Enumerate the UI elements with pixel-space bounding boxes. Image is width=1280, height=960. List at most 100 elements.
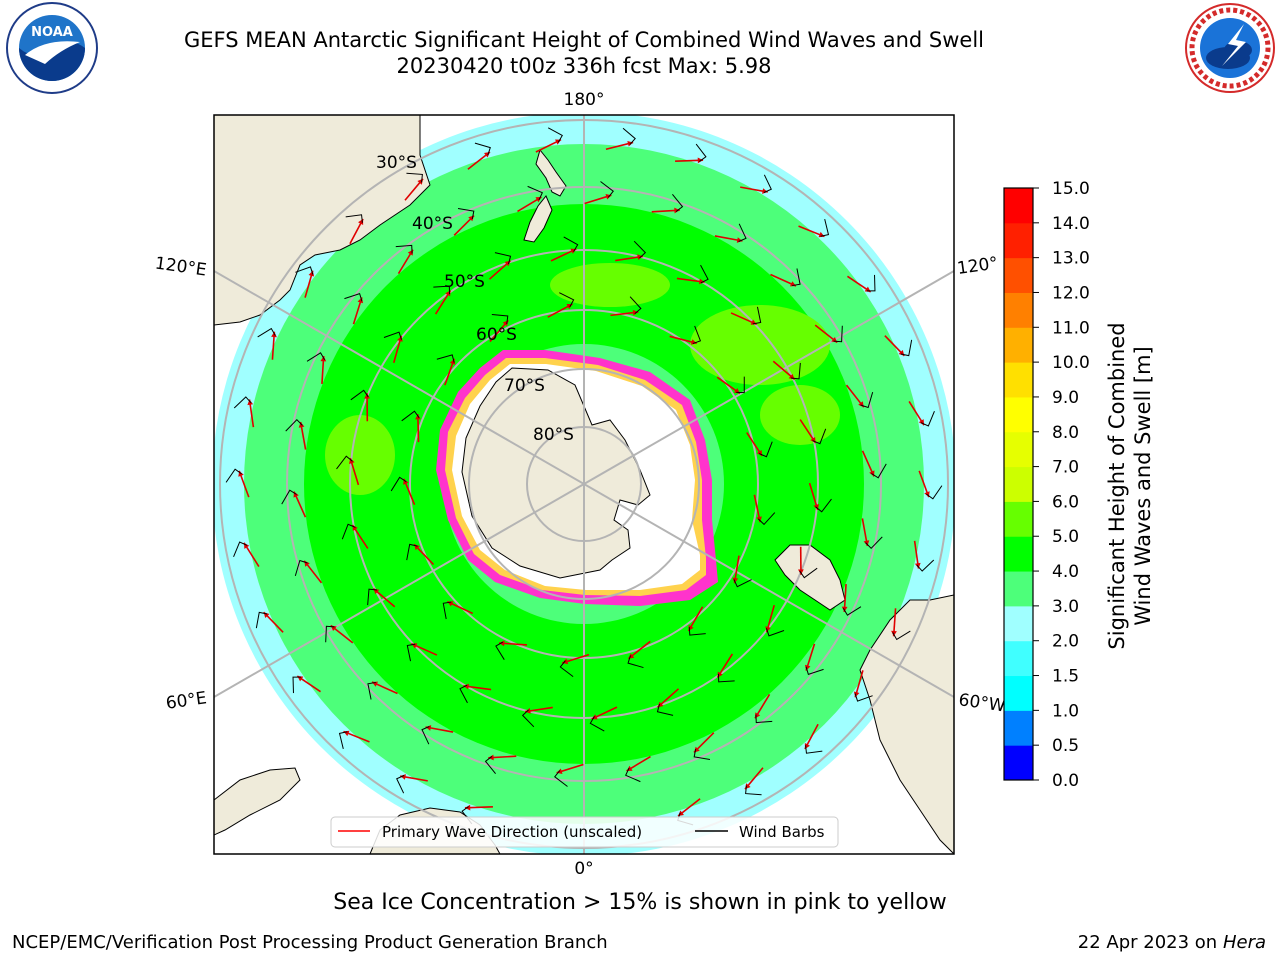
wind-barb bbox=[436, 354, 455, 363]
wind-barb bbox=[700, 264, 709, 284]
wind-barb bbox=[421, 726, 430, 745]
wind-barb bbox=[736, 376, 745, 394]
wind-barb bbox=[433, 285, 451, 295]
wind-barb bbox=[805, 745, 823, 754]
wind-barb bbox=[805, 666, 824, 676]
wind-barb bbox=[766, 628, 785, 637]
wind-barb bbox=[693, 748, 711, 760]
wind-barb bbox=[295, 266, 314, 275]
noaa-logo: NOAA bbox=[6, 2, 98, 94]
colorbar-tick-label: 0.0 bbox=[1052, 771, 1079, 791]
colorbar-bin bbox=[1004, 501, 1033, 537]
wave-arrow-head bbox=[736, 237, 743, 243]
lon-label-0: 0° bbox=[574, 859, 593, 879]
wave-arrow-head bbox=[853, 691, 860, 698]
wind-barb bbox=[396, 775, 405, 794]
wind-barb bbox=[233, 541, 248, 558]
wind-barb bbox=[854, 693, 873, 702]
wind-barb bbox=[758, 441, 773, 458]
wind-barb bbox=[406, 172, 423, 183]
date-text: 22 Apr 2023 on bbox=[1077, 932, 1223, 953]
wind-barb bbox=[916, 559, 935, 572]
colorbar-bin bbox=[1004, 222, 1033, 259]
wave-arrow-head bbox=[463, 683, 469, 690]
colorbar-frame bbox=[1003, 187, 1034, 781]
wind-barb bbox=[692, 325, 702, 345]
wave-arrow-head bbox=[499, 640, 505, 647]
nws-logo bbox=[1185, 3, 1275, 93]
colorbar-tick-label: 11.0 bbox=[1052, 318, 1090, 338]
lat-label-30s: 30°S bbox=[376, 153, 417, 173]
wind-barb bbox=[257, 327, 276, 338]
wind-barb bbox=[717, 673, 735, 683]
colorbar-label-line2: Wind Waves and Swell [m] bbox=[1131, 346, 1155, 626]
wind-barb bbox=[752, 306, 762, 325]
wind-barb bbox=[820, 218, 830, 237]
lon-label-120e: 120°E bbox=[154, 254, 208, 281]
colorbar-tick-label: 13.0 bbox=[1052, 249, 1090, 269]
wind-barb bbox=[866, 274, 876, 292]
wave-patch bbox=[760, 385, 840, 445]
lat-label-60s: 60°S bbox=[476, 325, 517, 345]
lon-label-60e: 60°E bbox=[165, 688, 208, 713]
colorbar-bin bbox=[1004, 710, 1033, 746]
lon-label-180: 180° bbox=[564, 90, 605, 110]
wind-barb bbox=[815, 498, 832, 513]
wind-barb bbox=[757, 512, 776, 526]
wind-barb bbox=[527, 185, 543, 201]
wind-barb bbox=[491, 314, 509, 324]
wind-barb bbox=[255, 611, 268, 629]
wind-barb bbox=[281, 489, 297, 505]
wind-barb bbox=[395, 244, 413, 254]
wind-barb bbox=[688, 627, 706, 636]
colorbar-bin bbox=[1004, 745, 1033, 781]
wind-barb bbox=[920, 410, 935, 427]
wind-barb bbox=[695, 143, 707, 162]
wind-barb bbox=[745, 785, 762, 796]
wave-arrow-head bbox=[762, 188, 768, 194]
wave-arrow-head bbox=[765, 626, 771, 633]
wind-barb bbox=[627, 655, 644, 669]
wave-arrow-head bbox=[425, 725, 432, 731]
colorbar-bin bbox=[1004, 362, 1033, 398]
chart-title: GEFS MEAN Antarctic Significant Height o… bbox=[183, 28, 985, 52]
wind-barb bbox=[755, 714, 773, 724]
wind-barb bbox=[547, 127, 563, 143]
wind-barb bbox=[341, 523, 356, 540]
colorbar-tick-label: 15.0 bbox=[1052, 179, 1090, 199]
colorbar-bin bbox=[1004, 571, 1033, 607]
wind-barb bbox=[600, 181, 614, 198]
map-legend: Primary Wave Direction (unscaled) Wind B… bbox=[330, 816, 839, 848]
wind-barb bbox=[495, 641, 505, 660]
colorbar-tick-label: 0.5 bbox=[1052, 736, 1079, 756]
madagascar-land bbox=[214, 767, 301, 836]
wind-barb bbox=[656, 703, 674, 716]
wind-barb bbox=[306, 352, 326, 362]
wind-barb bbox=[842, 606, 862, 616]
wind-barb bbox=[926, 485, 943, 500]
wind-barb bbox=[457, 208, 475, 220]
wind-barb bbox=[383, 331, 402, 340]
sea-ice-caption: Sea Ice Concentration > 15% is shown in … bbox=[333, 890, 947, 915]
wave-arrow-head bbox=[841, 606, 848, 613]
wind-barb bbox=[833, 325, 843, 343]
wind-barb bbox=[521, 709, 535, 728]
wind-barb bbox=[563, 236, 579, 252]
wind-barb bbox=[738, 223, 747, 242]
date-stamp: 22 Apr 2023 on Hera bbox=[1078, 932, 1266, 953]
wind-barb bbox=[292, 676, 302, 694]
wind-barb bbox=[792, 268, 801, 287]
graticule bbox=[214, 115, 954, 854]
colorbar-tick-label: 9.0 bbox=[1052, 388, 1079, 408]
wind-barb bbox=[622, 127, 636, 145]
colorbar-tick-label: 2.0 bbox=[1052, 632, 1079, 652]
wind-barb bbox=[900, 339, 913, 357]
colorbar-bin bbox=[1004, 396, 1033, 433]
wave-arrow-head bbox=[397, 335, 403, 342]
wind-barb bbox=[338, 731, 348, 750]
lat-label-40s: 40°S bbox=[412, 214, 453, 234]
wave-arrow-head bbox=[308, 270, 315, 277]
wave-patch bbox=[550, 263, 670, 307]
colorbar-tick-label: 8.0 bbox=[1052, 423, 1079, 443]
wind-barb bbox=[494, 252, 512, 265]
